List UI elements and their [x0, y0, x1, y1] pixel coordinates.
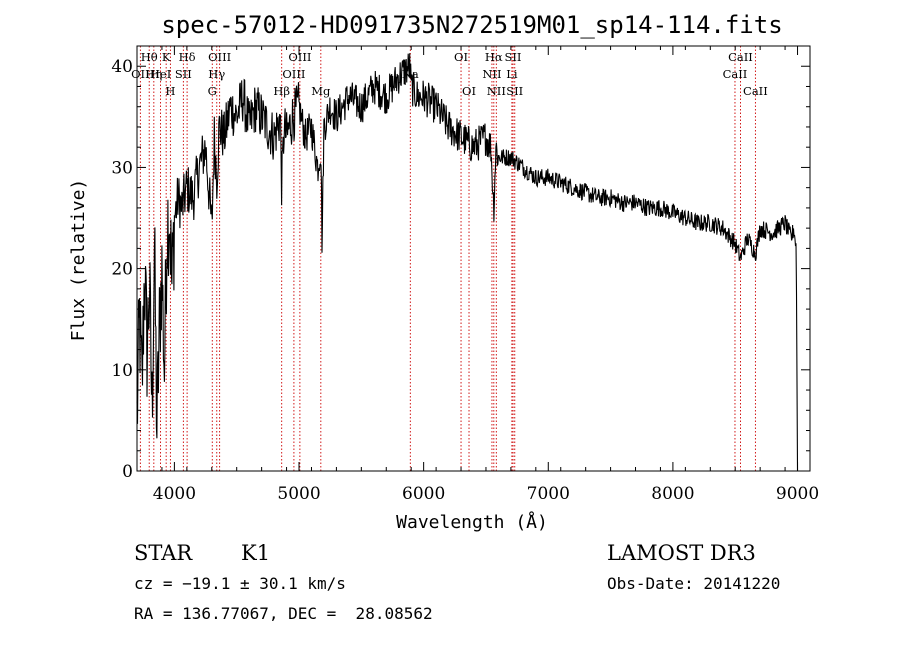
- x-tick-label: 4000: [153, 484, 196, 504]
- y-tick-label: 10: [111, 361, 133, 381]
- spectral-line-label: K: [162, 50, 171, 64]
- y-tick-label: 30: [111, 158, 133, 178]
- spectral-line-label: OIII: [282, 67, 305, 81]
- x-tick-label: 7000: [527, 484, 570, 504]
- object-subclass: K1: [241, 541, 271, 565]
- spectral-line-label: HeI: [150, 67, 171, 81]
- spectral-line-label: CaII: [723, 67, 748, 81]
- spectral-line-label: CaII: [743, 84, 768, 98]
- redshift-cz: cz = −19.1 ± 30.1 km/s: [134, 574, 346, 593]
- spectral-line-label: G: [208, 84, 217, 98]
- y-axis-label: Flux (relative): [68, 179, 89, 342]
- y-tick-label: 20: [111, 260, 133, 280]
- spectral-line-label: OIII: [208, 50, 231, 64]
- spectrum-line: [136, 53, 799, 472]
- x-axis-label: Wavelength (Å): [396, 511, 548, 533]
- spectral-line-label: Li: [506, 67, 518, 81]
- spectral-line-label: Hδ: [179, 50, 196, 64]
- x-tick-label: 9000: [776, 484, 819, 504]
- spectral-line-label: SII: [175, 67, 192, 81]
- chart-title: spec-57012-HD091735N272519M01_sp14-114.f…: [161, 11, 782, 39]
- survey-name: LAMOST DR3: [607, 541, 756, 565]
- spectral-line-label: NII: [482, 67, 501, 81]
- spectral-line-label: Hβ: [273, 84, 290, 98]
- spectral-line-label: Mg: [311, 84, 331, 98]
- spectral-line-label: H: [165, 84, 175, 98]
- plot-frame: [136, 45, 811, 472]
- y-tick-label: 0: [122, 462, 133, 482]
- spectral-line-label: Hη: [145, 67, 162, 81]
- x-tick-label: 6000: [402, 484, 445, 504]
- x-tick-label: 5000: [277, 484, 320, 504]
- object-class: STAR: [134, 541, 193, 565]
- x-tick-label: 8000: [651, 484, 694, 504]
- spectral-line-label: Hθ: [141, 50, 158, 64]
- observation-date: Obs-Date: 20141220: [607, 574, 781, 593]
- spectral-line-label: Hγ: [208, 67, 225, 81]
- spectral-line-label: OI: [454, 50, 468, 64]
- spectral-line-label: OI: [462, 84, 476, 98]
- spectral-line-label: OII: [131, 67, 150, 81]
- spectral-line-label: SII: [506, 84, 523, 98]
- spectral-line-label: SII: [505, 50, 522, 64]
- spectral-line-label: OIII: [288, 50, 311, 64]
- spectral-line-label: Hα: [485, 50, 503, 64]
- y-tick-label: 40: [111, 57, 133, 77]
- axis-ticks: 4000 5000 6000 7000 8000 9000 0 10 20 30 40: [111, 45, 819, 504]
- spectral-line-label: NII: [487, 84, 506, 98]
- coordinates: RA = 136.77067, DEC = 28.08562: [134, 604, 433, 623]
- spectral-line-label: CaII: [728, 50, 753, 64]
